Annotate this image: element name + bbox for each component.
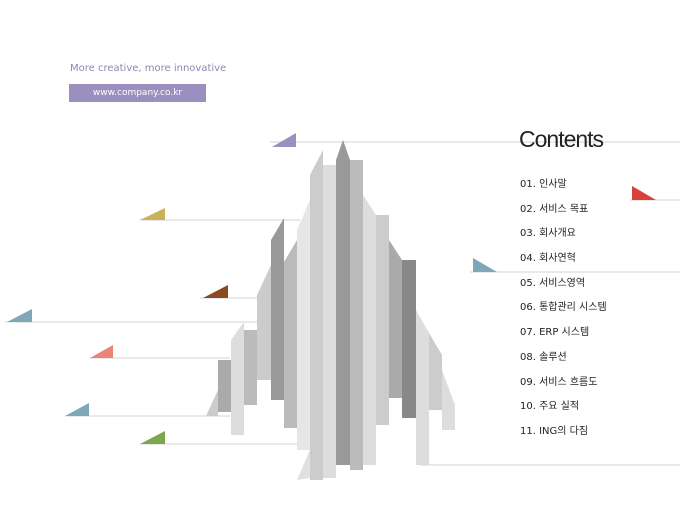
contents-list: 01. 인사말 02. 서비스 목표 03. 회사개요 04. 회사연혁 05. 서비스… [520, 178, 607, 450]
contents-item: 04. 회사연혁 [520, 253, 576, 265]
contents-item: 01. 인사말 [520, 179, 567, 190]
contents-item: 11. ING의 다짐 [520, 425, 589, 437]
triangles [7, 133, 656, 444]
contents-item: 09. 서비스 흐름도 [520, 376, 598, 388]
tagline: More creative, more innovative [70, 63, 227, 74]
bars [206, 140, 455, 480]
url-box: www.company.co.kr [69, 84, 206, 102]
contents-item: 02. 서비스 목표 [520, 203, 589, 215]
contents-item: 07. ERP 시스템 [520, 327, 590, 339]
contents-item: 03. 회사개요 [520, 228, 576, 240]
lines [5, 141, 680, 466]
contents-item: 06. 통합관리 시스템 [520, 302, 607, 314]
contents-item: 08. 솔루션 [520, 351, 567, 363]
contents-item: 05. 서비스영역 [520, 277, 586, 289]
contents-title: Contents [519, 126, 604, 152]
contents-item: 10. 주요 실적 [520, 401, 580, 413]
